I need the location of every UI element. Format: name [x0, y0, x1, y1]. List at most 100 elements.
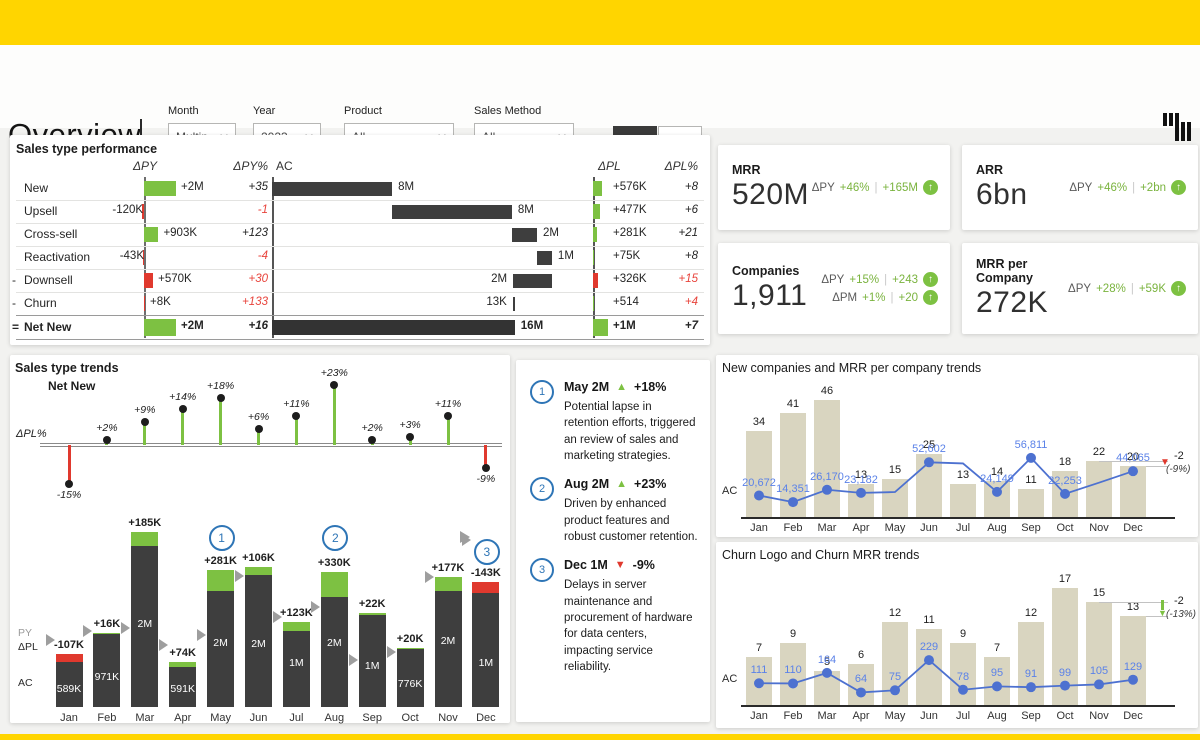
lollipop-stem[interactable] — [446, 416, 450, 445]
dpy-bar[interactable] — [144, 319, 176, 336]
dpl-surplus-bar[interactable] — [396, 647, 424, 650]
ac-bar[interactable] — [169, 661, 197, 707]
line-dot[interactable] — [856, 687, 866, 698]
lollipop-dot[interactable] — [444, 412, 452, 421]
dpy-bar[interactable] — [144, 273, 154, 288]
ac-bar[interactable] — [513, 273, 552, 288]
dpl-surplus-bar[interactable] — [282, 621, 310, 632]
line-dot[interactable] — [754, 490, 764, 501]
dpl-surplus-bar[interactable] — [207, 569, 235, 592]
ac-bar[interactable] — [511, 227, 537, 242]
dpy-bar[interactable] — [144, 227, 159, 242]
lollipop-dot[interactable] — [65, 480, 73, 488]
line-dot[interactable] — [992, 486, 1002, 497]
dpy-bar[interactable] — [144, 296, 145, 311]
lollipop-stem[interactable] — [257, 429, 260, 445]
lollipop-dot[interactable] — [481, 464, 490, 473]
category-bar[interactable] — [950, 483, 976, 517]
dpl-deficit-bar[interactable] — [55, 653, 83, 662]
line-dot[interactable] — [958, 684, 968, 695]
lollipop-dot[interactable] — [178, 404, 187, 413]
lollipop-dot[interactable] — [292, 412, 301, 421]
category-bar[interactable] — [984, 481, 1010, 517]
dpl-surplus-bar[interactable] — [131, 532, 159, 547]
category-bar[interactable] — [1018, 622, 1044, 705]
ac-bar[interactable] — [207, 569, 235, 707]
line-dot[interactable] — [1128, 466, 1138, 477]
dpl-surplus-bar[interactable] — [434, 577, 462, 591]
dpl-surplus-bar[interactable] — [245, 566, 272, 576]
line-dot[interactable] — [1026, 452, 1036, 463]
table-row[interactable]: New +2M +35 8M +576K +8 — [16, 177, 704, 201]
lollipop-dot[interactable] — [406, 433, 415, 442]
lollipop-stem[interactable] — [332, 385, 336, 445]
ac-bar[interactable] — [93, 632, 121, 707]
lollipop-stem[interactable] — [67, 445, 71, 484]
line-dot[interactable] — [1094, 679, 1104, 690]
ac-bar[interactable] — [272, 181, 393, 196]
ac-bar[interactable] — [272, 319, 515, 335]
line-dot[interactable] — [788, 497, 798, 508]
table-row[interactable]: Upsell -120K -1 8M +477K +6 — [16, 200, 704, 224]
ac-bar[interactable] — [55, 661, 83, 707]
category-bar[interactable] — [1018, 489, 1044, 517]
ac-bar[interactable] — [358, 613, 386, 707]
lollipop-stem[interactable] — [219, 398, 223, 445]
dpl-bar[interactable] — [593, 227, 598, 242]
lollipop-dot[interactable] — [368, 435, 377, 444]
dpl-bar[interactable] — [593, 250, 595, 265]
dpl-deficit-bar[interactable] — [472, 582, 500, 594]
category-bar[interactable] — [746, 430, 772, 517]
line-dot[interactable] — [992, 681, 1002, 692]
ac-bar[interactable] — [282, 621, 310, 707]
ac-bar[interactable] — [396, 647, 424, 707]
dpl-bar[interactable] — [593, 296, 594, 311]
dpl-bar[interactable] — [593, 319, 608, 336]
table-row[interactable]: - Churn +8K +133 13K +514 +4 — [12, 292, 704, 316]
line-dot[interactable] — [1060, 680, 1070, 691]
dpl-surplus-bar[interactable] — [169, 661, 197, 668]
ac-bar[interactable] — [472, 593, 500, 707]
lollipop-dot[interactable] — [102, 435, 111, 444]
ac-bar[interactable] — [131, 532, 159, 707]
table-row[interactable]: = Net New +2M +16 16M +1M +7 — [12, 315, 704, 340]
table-row[interactable]: Cross-sell +903K +123 2M +281K +21 — [16, 223, 704, 247]
category-bar[interactable] — [814, 400, 840, 517]
lollipop-stem[interactable] — [294, 416, 298, 445]
dpl-bar[interactable] — [593, 273, 598, 288]
line-dot[interactable] — [822, 667, 832, 678]
line-dot[interactable] — [890, 685, 900, 696]
line-dot[interactable] — [924, 655, 934, 666]
lollipop-dot[interactable] — [254, 425, 263, 434]
line-dot[interactable] — [1060, 488, 1070, 499]
line-dot[interactable] — [754, 678, 764, 689]
dpy-bar[interactable] — [144, 181, 176, 196]
category-bar[interactable] — [1086, 461, 1112, 517]
line-dot[interactable] — [1026, 682, 1036, 693]
callout-marker[interactable]: 2 — [322, 525, 349, 551]
ac-bar[interactable] — [392, 204, 512, 219]
category-bar[interactable] — [1086, 601, 1112, 705]
table-row[interactable]: Reactivation -43K -4 1M +75K +8 — [16, 246, 704, 270]
lollipop-stem[interactable] — [408, 437, 412, 445]
table-row[interactable]: - Downsell +570K +30 2M +326K +15 — [12, 269, 704, 293]
line-dot[interactable] — [822, 484, 832, 495]
ac-bar[interactable] — [536, 250, 552, 265]
dpl-surplus-bar[interactable] — [358, 613, 386, 615]
ac-bar[interactable] — [512, 296, 515, 311]
dpl-bar[interactable] — [593, 181, 602, 196]
callout-marker[interactable]: 1 — [208, 525, 235, 551]
line-dot[interactable] — [1128, 674, 1138, 685]
lollipop-stem[interactable] — [143, 421, 147, 445]
lollipop-dot[interactable] — [216, 394, 225, 403]
dpy-bar[interactable] — [142, 204, 144, 219]
ac-bar[interactable] — [434, 577, 462, 707]
dpl-surplus-bar[interactable] — [93, 632, 121, 635]
line-dot[interactable] — [924, 457, 934, 468]
ac-bar[interactable] — [245, 566, 272, 707]
lollipop-dot[interactable] — [140, 417, 149, 426]
lollipop-dot[interactable] — [330, 381, 339, 390]
callout-marker[interactable]: 3 — [473, 539, 500, 565]
dpl-bar[interactable] — [593, 204, 601, 219]
dpl-surplus-bar[interactable] — [320, 571, 348, 598]
